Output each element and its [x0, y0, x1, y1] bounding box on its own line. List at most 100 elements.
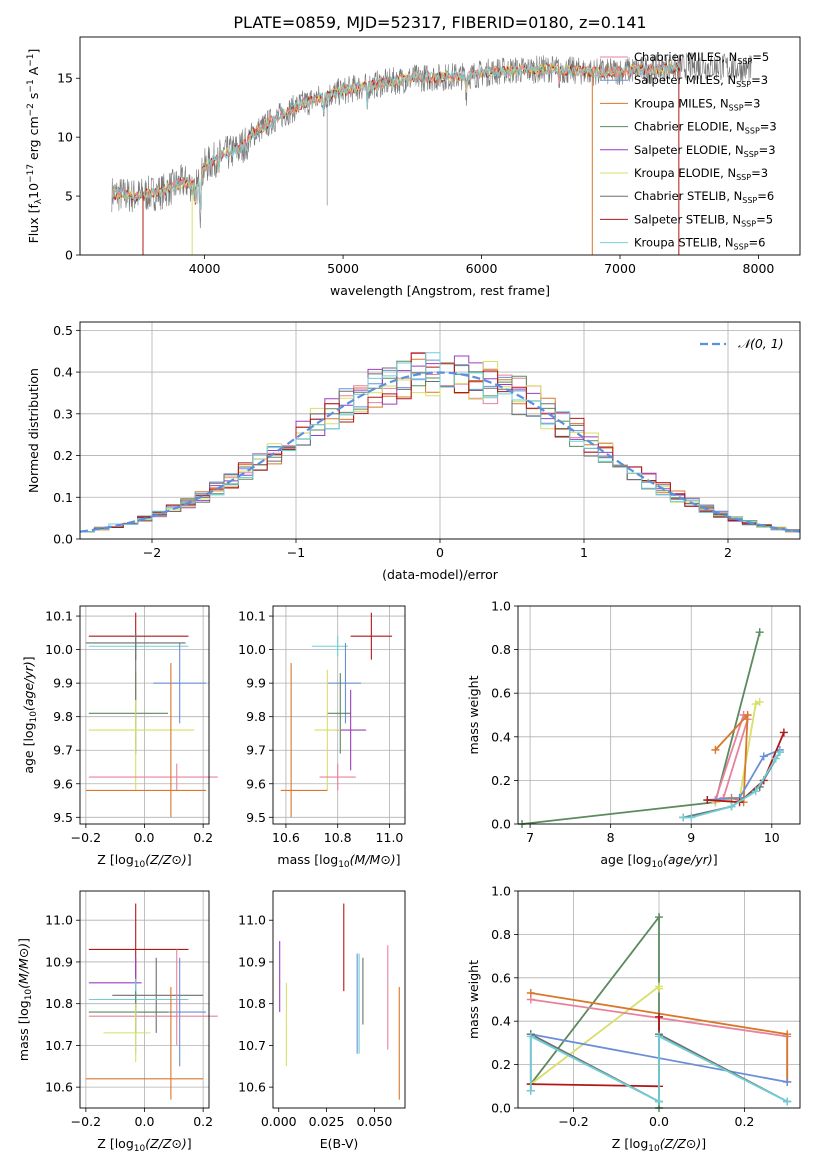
weight_vs_Z-axes: −0.2 0.0 0.2 0.0 0.2 0.4 0.6 0.8 1.0 Z [log10(Z/Z… [466, 884, 801, 1154]
y-tick-label: 10.8 [45, 996, 73, 1011]
series-marker [759, 752, 768, 761]
y-tick-label: 5 [65, 189, 73, 204]
series-marker [755, 628, 764, 637]
x-tick-label: −0.2 [71, 1114, 101, 1129]
y-tick-label: 9.5 [246, 810, 266, 825]
y-axis-label: age [log10(age/yr)] [21, 656, 39, 773]
y-axis-label: mass [log10(M/M⊙)] [16, 938, 34, 1061]
y-tick-label: 0.4 [491, 729, 511, 744]
y-axis-label: mass weight [466, 960, 481, 1039]
x-tick-label: −0.2 [71, 830, 101, 845]
figure-title: PLATE=0859, MJD=52317, FIBERID=0180, z=0… [233, 13, 646, 32]
axes-frame [79, 890, 210, 1109]
y-tick-label: 0.8 [491, 642, 511, 657]
x-axis-label: (data-model)/error [382, 567, 499, 582]
y-tick-label: 0.8 [491, 927, 511, 942]
series-marker [779, 728, 788, 737]
spectrum-model-line [111, 62, 681, 211]
y-axis-label: Flux [fλ10−17 erg cm−2 s−1 A−1] [26, 49, 44, 244]
x-tick-label: 0.0 [135, 1114, 155, 1129]
x-tick-label: −1 [287, 545, 305, 560]
axes-frame [79, 36, 801, 256]
x-tick-label: 8 [607, 830, 615, 845]
y-tick-label: 1.0 [491, 884, 511, 899]
series-marker [526, 1086, 535, 1095]
x-axis-label: Z [log10(Z/Z⊙)] [97, 852, 191, 870]
x-axis-label: Z [log10(Z/Z⊙)] [612, 1136, 706, 1154]
y-tick-label: 10.0 [238, 642, 266, 657]
y-tick-label: 0.4 [53, 365, 73, 380]
x-tick-label: 1 [580, 545, 588, 560]
legend-entry: Kroupa MILES, NSSP=3 [634, 96, 760, 112]
y-tick-label: 9.8 [246, 709, 266, 724]
series-line [530, 914, 660, 1108]
x-tick-label: 5000 [327, 261, 359, 276]
axes-frame [79, 321, 801, 540]
y-tick-label: 10.1 [238, 609, 266, 624]
mass_vs_ebv-axes: 0.000 0.025 0.050 10.6 10.7 10.8 10.9 11.0 E(B-V… [238, 890, 406, 1151]
x-tick-label: 8000 [743, 261, 775, 276]
y-tick-label: 15 [57, 71, 73, 86]
series-line [529, 1034, 788, 1103]
axes-frame [272, 605, 406, 825]
weight_vs_age-axes: 7 8 9 10 0.0 0.2 0.4 0.6 0.8 1.0 age [log10(age/yr… [466, 599, 801, 870]
x-tick-label: −0.2 [558, 1114, 588, 1129]
legend-entry: Kroupa ELODIE, NSSP=3 [634, 166, 768, 182]
x-tick-label: 0.2 [193, 830, 213, 845]
x-axis-label: age [log10(age/yr)] [600, 852, 717, 870]
axes-frame [79, 605, 210, 825]
series-marker [775, 748, 784, 757]
y-tick-label: 0.3 [53, 406, 73, 421]
x-tick-label: 0.025 [309, 1114, 345, 1129]
series-marker [771, 754, 780, 763]
x-tick-label: 6000 [466, 261, 498, 276]
residuals-axes: −2 −1 0 1 2 0.0 0.1 0.2 0.3 0.4 0.5 (data-model)/er… [26, 321, 801, 582]
x-axis-label: E(B-V) [320, 1136, 359, 1151]
x-tick-label: 0.0 [649, 1114, 669, 1129]
y-tick-label: 0.5 [53, 323, 73, 338]
y-tick-label: 0.2 [491, 1057, 511, 1072]
normal-curve [79, 371, 801, 533]
y-tick-label: 10.6 [45, 1080, 73, 1095]
y-tick-label: 0.0 [491, 817, 511, 832]
series-line [715, 701, 761, 804]
age_vs_mass-axes: 10.6 10.8 11.0 9.5 9.6 9.7 9.8 9.9 10.0 10.1 mass … [238, 605, 406, 870]
series-marker [526, 1032, 535, 1041]
series-marker [655, 1097, 663, 1106]
series-marker [711, 745, 720, 754]
y-tick-label: 0.1 [53, 490, 73, 505]
series-marker [655, 984, 663, 993]
axes-frame [517, 890, 801, 1109]
series-marker [751, 787, 760, 796]
y-axis-label: mass weight [466, 675, 481, 754]
y-tick-label: 9.9 [246, 676, 266, 691]
legend-entry: Salpeter MILES, NSSP=3 [634, 73, 768, 89]
y-tick-label: 9.6 [53, 776, 73, 791]
series-marker [783, 1077, 792, 1086]
series-line [707, 732, 785, 804]
y-tick-label: 0.4 [491, 1014, 511, 1029]
x-tick-label: 9 [687, 830, 695, 845]
series-marker [655, 1032, 663, 1041]
y-axis-label: Normed distribution [26, 368, 41, 493]
series-marker [679, 813, 688, 822]
legend-entry: Chabrier STELIB, NSSP=6 [634, 189, 774, 205]
legend-entry: Chabrier ELODIE, NSSP=3 [634, 120, 777, 136]
series-marker [755, 697, 764, 706]
series-marker [783, 1030, 792, 1039]
y-tick-label: 0.6 [491, 970, 511, 985]
y-tick-label: 9.6 [246, 776, 266, 791]
histogram-step [80, 352, 800, 533]
mass_vs_Z-axes: −0.2 0.0 0.2 10.6 10.7 10.8 10.9 11.0 Z [log10(Z… [16, 890, 218, 1154]
spectrum-model-line [111, 62, 681, 210]
y-tick-label: 10.8 [238, 996, 266, 1011]
age_vs_Z-axes: −0.2 0.0 0.2 9.5 9.6 9.7 9.8 9.9 10.0 10.1 Z [log1… [21, 605, 218, 870]
legend-entry: Salpeter STELIB, NSSP=5 [634, 212, 773, 228]
series-marker [687, 813, 696, 822]
series-marker [655, 1012, 663, 1021]
y-tick-label: 10 [57, 130, 73, 145]
y-tick-label: 11.0 [45, 913, 73, 928]
series-marker [526, 988, 535, 997]
y-tick-label: 9.7 [53, 743, 73, 758]
x-tick-label: −2 [143, 545, 161, 560]
